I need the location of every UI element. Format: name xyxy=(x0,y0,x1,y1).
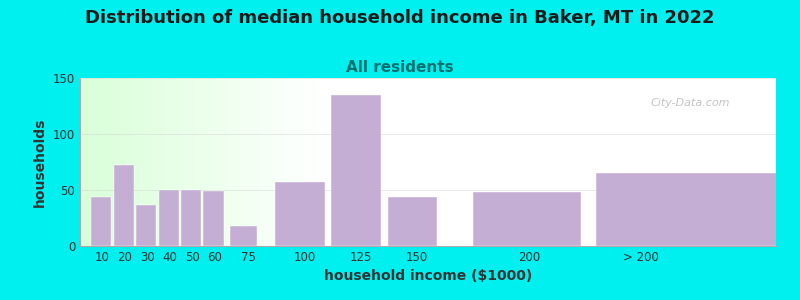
X-axis label: household income ($1000): household income ($1000) xyxy=(324,269,532,284)
Y-axis label: households: households xyxy=(34,117,47,207)
Bar xyxy=(181,190,202,246)
Bar xyxy=(473,192,581,246)
Bar xyxy=(331,95,381,246)
Text: Distribution of median household income in Baker, MT in 2022: Distribution of median household income … xyxy=(86,9,714,27)
Bar xyxy=(596,173,798,246)
Bar xyxy=(203,191,224,246)
Bar xyxy=(275,182,325,246)
Text: All residents: All residents xyxy=(346,60,454,75)
Bar xyxy=(230,226,258,246)
Bar xyxy=(387,197,437,246)
Bar xyxy=(114,165,134,246)
Bar xyxy=(91,197,111,246)
Bar xyxy=(136,205,156,246)
Text: City-Data.com: City-Data.com xyxy=(650,98,730,108)
Bar xyxy=(158,190,178,246)
